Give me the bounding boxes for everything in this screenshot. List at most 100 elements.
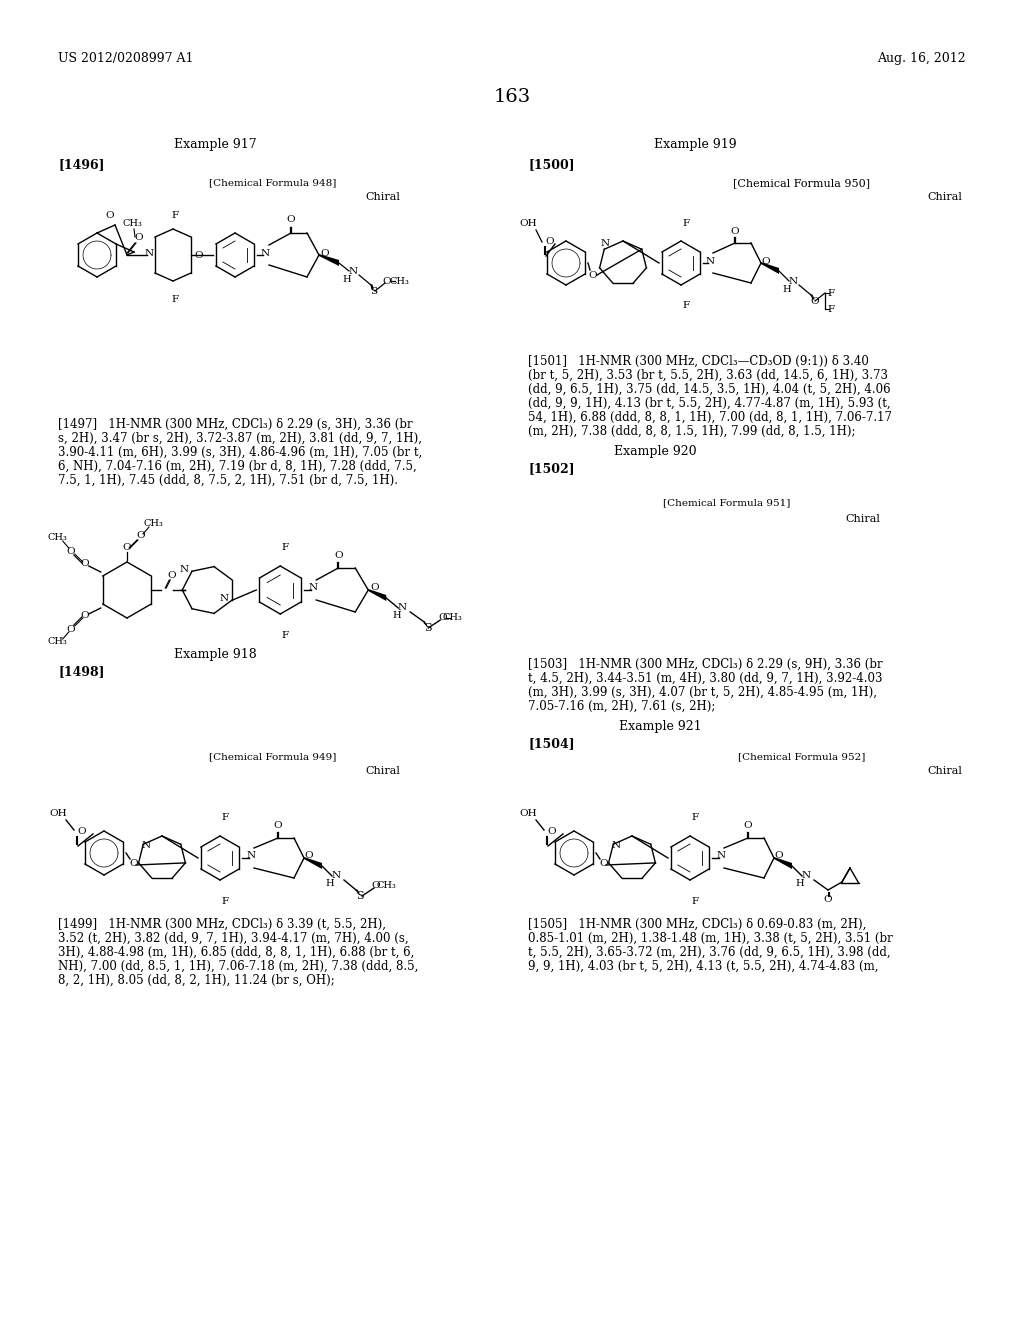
Text: O: O [438, 614, 446, 623]
Text: N: N [788, 276, 798, 285]
Text: 0.85-1.01 (m, 2H), 1.38-1.48 (m, 1H), 3.38 (t, 5, 2H), 3.51 (br: 0.85-1.01 (m, 2H), 1.38-1.48 (m, 1H), 3.… [528, 932, 893, 945]
Text: N: N [308, 583, 317, 593]
Text: CH₃: CH₃ [376, 882, 396, 891]
Text: N: N [247, 851, 256, 861]
Text: H: H [782, 285, 792, 293]
Text: S: S [371, 286, 378, 296]
Text: CH₃: CH₃ [143, 520, 163, 528]
Polygon shape [369, 589, 386, 601]
Text: CH₃: CH₃ [442, 614, 462, 623]
Text: 54, 1H), 6.88 (ddd, 8, 8, 1, 1H), 7.00 (dd, 8, 1, 1H), 7.06-7.17: 54, 1H), 6.88 (ddd, 8, 8, 1, 1H), 7.00 (… [528, 411, 892, 424]
Text: O: O [321, 248, 330, 257]
Text: O: O [287, 214, 295, 223]
Text: O: O [67, 624, 75, 634]
Text: 9, 9, 1H), 4.03 (br t, 5, 2H), 4.13 (t, 5.5, 2H), 4.74-4.83 (m,: 9, 9, 1H), 4.03 (br t, 5, 2H), 4.13 (t, … [528, 960, 879, 973]
Text: NH), 7.00 (dd, 8.5, 1, 1H), 7.06-7.18 (m, 2H), 7.38 (ddd, 8.5,: NH), 7.00 (dd, 8.5, 1, 1H), 7.06-7.18 (m… [58, 960, 419, 973]
Text: N: N [260, 248, 269, 257]
Text: CH₃: CH₃ [122, 219, 142, 227]
Text: O: O [195, 251, 204, 260]
Text: [1504]: [1504] [528, 737, 574, 750]
Text: O: O [136, 532, 145, 540]
Polygon shape [761, 261, 779, 275]
Text: O: O [823, 895, 833, 904]
Text: N: N [332, 871, 341, 880]
Text: OH: OH [49, 808, 67, 817]
Text: O: O [548, 828, 556, 837]
Text: N: N [348, 267, 357, 276]
Text: [1503]   1H-NMR (300 MHz, CDCl₃) δ 2.29 (s, 9H), 3.36 (br: [1503] 1H-NMR (300 MHz, CDCl₃) δ 2.29 (s… [528, 657, 883, 671]
Text: O: O [334, 552, 343, 561]
Text: 7.05-7.16 (m, 2H), 7.61 (s, 2H);: 7.05-7.16 (m, 2H), 7.61 (s, 2H); [528, 700, 716, 713]
Text: Example 921: Example 921 [618, 719, 701, 733]
Text: 7.5, 1, 1H), 7.45 (ddd, 8, 7.5, 2, 1H), 7.51 (br d, 7.5, 1H).: 7.5, 1, 1H), 7.45 (ddd, 8, 7.5, 2, 1H), … [58, 474, 398, 487]
Text: O: O [67, 546, 75, 556]
Text: Chiral: Chiral [927, 191, 962, 202]
Text: O: O [372, 882, 380, 891]
Text: [1500]: [1500] [528, 158, 574, 172]
Text: 6, NH), 7.04-7.16 (m, 2H), 7.19 (br d, 8, 1H), 7.28 (ddd, 7.5,: 6, NH), 7.04-7.16 (m, 2H), 7.19 (br d, 8… [58, 459, 417, 473]
Text: CH₃: CH₃ [48, 533, 68, 543]
Text: Aug. 16, 2012: Aug. 16, 2012 [878, 51, 966, 65]
Text: F: F [282, 631, 289, 640]
Text: S: S [424, 623, 432, 634]
Text: N: N [802, 871, 811, 880]
Text: Example 918: Example 918 [174, 648, 256, 661]
Text: [1497]   1H-NMR (300 MHz, CDCl₃) δ 2.29 (s, 3H), 3.36 (br: [1497] 1H-NMR (300 MHz, CDCl₃) δ 2.29 (s… [58, 418, 413, 432]
Text: US 2012/0208997 A1: US 2012/0208997 A1 [58, 51, 194, 65]
Text: Chiral: Chiral [927, 766, 962, 776]
Text: (m, 3H), 3.99 (s, 3H), 4.07 (br t, 5, 2H), 4.85-4.95 (m, 1H),: (m, 3H), 3.99 (s, 3H), 4.07 (br t, 5, 2H… [528, 686, 877, 700]
Text: O: O [105, 210, 115, 219]
Text: O: O [167, 572, 175, 581]
Text: N: N [397, 603, 407, 612]
Text: Chiral: Chiral [366, 766, 400, 776]
Text: [Chemical Formula 950]: [Chemical Formula 950] [733, 178, 870, 187]
Text: [Chemical Formula 952]: [Chemical Formula 952] [737, 752, 865, 762]
Text: 163: 163 [494, 88, 530, 106]
Text: 3H), 4.88-4.98 (m, 1H), 6.85 (ddd, 8, 8, 1, 1H), 6.88 (br t, 6,: 3H), 4.88-4.98 (m, 1H), 6.85 (ddd, 8, 8,… [58, 946, 415, 960]
Text: N: N [717, 851, 726, 861]
Text: O: O [123, 544, 131, 553]
Text: O: O [743, 821, 753, 830]
Text: O: O [130, 858, 138, 867]
Text: (br t, 5, 2H), 3.53 (br t, 5.5, 2H), 3.63 (dd, 14.5, 6, 1H), 3.73: (br t, 5, 2H), 3.53 (br t, 5.5, 2H), 3.6… [528, 370, 888, 381]
Text: O: O [600, 858, 608, 867]
Text: O: O [383, 276, 391, 285]
Text: F: F [682, 219, 689, 227]
Text: F: F [221, 813, 228, 822]
Text: [Chemical Formula 951]: [Chemical Formula 951] [663, 498, 790, 507]
Text: [1502]: [1502] [528, 462, 574, 475]
Text: O: O [305, 851, 313, 861]
Text: F: F [171, 294, 178, 304]
Text: O: O [81, 611, 89, 620]
Text: N: N [706, 256, 715, 265]
Text: H: H [796, 879, 804, 888]
Text: CH₃: CH₃ [389, 276, 409, 285]
Text: O: O [762, 256, 770, 265]
Text: (m, 2H), 7.38 (ddd, 8, 8, 1.5, 1H), 7.99 (dd, 8, 1.5, 1H);: (m, 2H), 7.38 (ddd, 8, 8, 1.5, 1H), 7.99… [528, 425, 855, 438]
Text: N: N [141, 841, 151, 850]
Text: (dd, 9, 9, 1H), 4.13 (br t, 5.5, 2H), 4.77-4.87 (m, 1H), 5.93 (t,: (dd, 9, 9, 1H), 4.13 (br t, 5.5, 2H), 4.… [528, 397, 891, 411]
Text: 3.90-4.11 (m, 6H), 3.99 (s, 3H), 4.86-4.96 (m, 1H), 7.05 (br t,: 3.90-4.11 (m, 6H), 3.99 (s, 3H), 4.86-4.… [58, 446, 422, 459]
Text: O: O [775, 851, 783, 861]
Text: N: N [611, 841, 621, 850]
Text: [1505]   1H-NMR (300 MHz, CDCl₃) δ 0.69-0.83 (m, 2H),: [1505] 1H-NMR (300 MHz, CDCl₃) δ 0.69-0.… [528, 917, 866, 931]
Text: (dd, 9, 6.5, 1H), 3.75 (dd, 14.5, 3.5, 1H), 4.04 (t, 5, 2H), 4.06: (dd, 9, 6.5, 1H), 3.75 (dd, 14.5, 3.5, 1… [528, 383, 891, 396]
Text: t, 5.5, 2H), 3.65-3.72 (m, 2H), 3.76 (dd, 9, 6.5, 1H), 3.98 (dd,: t, 5.5, 2H), 3.65-3.72 (m, 2H), 3.76 (dd… [528, 946, 891, 960]
Text: F: F [282, 544, 289, 553]
Text: [1496]: [1496] [58, 158, 104, 172]
Text: s, 2H), 3.47 (br s, 2H), 3.72-3.87 (m, 2H), 3.81 (dd, 9, 7, 1H),: s, 2H), 3.47 (br s, 2H), 3.72-3.87 (m, 2… [58, 432, 422, 445]
Text: O: O [81, 560, 89, 569]
Text: O: O [370, 583, 379, 593]
Polygon shape [304, 857, 322, 869]
Text: Example 919: Example 919 [653, 139, 736, 150]
Text: [1501]   1H-NMR (300 MHz, CDCl₃—CD₃OD (9:1)) δ 3.40: [1501] 1H-NMR (300 MHz, CDCl₃—CD₃OD (9:1… [528, 355, 869, 368]
Text: [Chemical Formula 948]: [Chemical Formula 948] [209, 178, 337, 187]
Text: N: N [219, 594, 228, 603]
Text: F: F [221, 896, 228, 906]
Polygon shape [774, 857, 792, 869]
Text: 8, 2, 1H), 8.05 (dd, 8, 2, 1H), 11.24 (br s, OH);: 8, 2, 1H), 8.05 (dd, 8, 2, 1H), 11.24 (b… [58, 974, 335, 987]
Text: N: N [179, 565, 188, 574]
Text: OH: OH [519, 808, 537, 817]
Text: OH: OH [519, 219, 537, 227]
Text: N: N [600, 239, 609, 248]
